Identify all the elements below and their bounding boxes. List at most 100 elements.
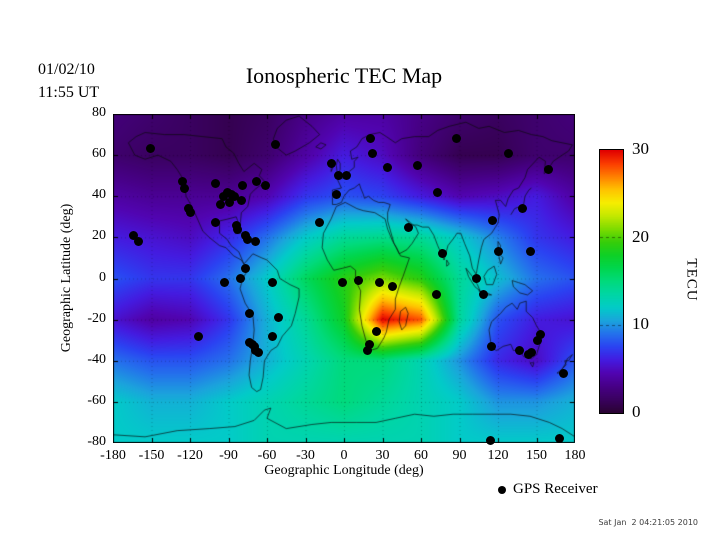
page-title: Ionospheric TEC Map — [245, 63, 443, 88]
generation-timestamp: Sat Jan 2 04:21:05 2010 — [598, 518, 698, 527]
gps-receiver-dot — [267, 331, 277, 341]
gps-receiver-dot — [412, 160, 422, 170]
gps-receiver-legend-label: GPS Receiver — [513, 481, 598, 497]
gps-receiver-dot — [342, 171, 352, 181]
x-tick-label: -60 — [257, 448, 277, 463]
colorbar — [599, 149, 624, 414]
gps-receiver-dot — [452, 134, 462, 144]
gps-receiver-dot — [315, 218, 325, 228]
gps-receiver-dot — [503, 148, 513, 158]
gps-receiver-dot — [362, 345, 372, 355]
gps-receiver-dot — [433, 187, 443, 197]
x-tick-label: -150 — [138, 448, 165, 463]
y-tick-label: 0 — [99, 269, 106, 285]
gps-receiver-dot — [438, 249, 448, 259]
gps-receiver-dot — [267, 278, 277, 288]
gps-receiver-dot — [326, 158, 336, 168]
gps-receiver-dot — [261, 181, 271, 191]
x-tick-label: -30 — [296, 448, 315, 463]
gps-receiver-dot — [334, 171, 344, 181]
gps-receiver-dot — [525, 247, 535, 257]
x-tick-label: 120 — [487, 448, 509, 463]
x-tick-label: -120 — [177, 448, 203, 463]
x-tick-label: -90 — [219, 448, 238, 463]
gps-receiver-dot — [383, 162, 393, 172]
gps-receiver-dot — [375, 278, 385, 288]
gps-receiver-dot — [526, 348, 536, 358]
observation-date: 01/02/10 — [38, 61, 95, 78]
observation-time: 11:55 UT — [38, 84, 100, 101]
gps-receiver-dot — [371, 327, 381, 337]
gps-receiver-dot — [353, 276, 363, 286]
gps-receiver-legend: GPS Receiver — [498, 481, 598, 498]
gps-receiver-dot — [226, 189, 236, 199]
x-tick-label: 30 — [375, 448, 390, 463]
x-tick-label: 0 — [340, 448, 348, 463]
colorbar-tick-label: 30 — [632, 139, 649, 158]
gps-receiver-dot — [431, 290, 441, 300]
y-tick-label: 20 — [92, 228, 106, 244]
gps-receiver-dot — [365, 339, 375, 349]
gps-receiver-dot — [243, 234, 253, 244]
gps-receiver-dot — [535, 329, 545, 339]
gps-receiver-dot — [274, 313, 284, 323]
gps-receiver-dot — [129, 230, 139, 240]
y-tick-label: 60 — [92, 146, 106, 162]
gps-receiver-dot — [235, 274, 245, 283]
gps-receiver-dot — [145, 144, 155, 154]
y-tick-label: -20 — [87, 310, 106, 326]
gps-receiver-dot — [250, 236, 260, 246]
gps-receiver-dot — [244, 308, 254, 318]
y-tick-label: -40 — [87, 351, 106, 367]
y-tick-label: -60 — [87, 392, 106, 408]
gps-receiver-dot — [211, 218, 221, 228]
gps-receiver-dot — [479, 290, 489, 300]
gps-receiver-dot — [225, 197, 235, 207]
colorbar-tick-label: 10 — [632, 314, 649, 334]
gps-receiver-dot — [194, 331, 204, 341]
y-axis-title: Geographic Latitude (deg) — [59, 203, 74, 353]
colorbar-units-label: TECU — [683, 258, 700, 302]
gps-receiver-dot — [253, 348, 263, 358]
x-tick-label: 180 — [564, 448, 586, 463]
gps-receiver-dot — [238, 181, 248, 191]
x-tick-label: 150 — [526, 448, 547, 463]
y-tick-label: -80 — [87, 434, 106, 449]
colorbar-tick-label: 0 — [632, 402, 641, 421]
x-tick-label: 60 — [414, 448, 428, 463]
gps-receiver-dot — [487, 341, 497, 351]
gps-receiver-dot — [543, 165, 553, 175]
gps-receiver-dot — [366, 134, 376, 144]
gps-receiver-dot — [271, 140, 281, 150]
x-tick-label: 90 — [452, 448, 467, 463]
gps-receiver-dot — [471, 274, 481, 283]
gps-receiver-dot — [403, 222, 413, 232]
gps-receiver-dot — [338, 278, 348, 288]
gps-receiver-dot — [211, 179, 221, 189]
observation-datetime: 01/02/10 11:55 UT — [38, 58, 99, 104]
gps-receiver-dot — [180, 183, 190, 193]
y-tick-label: 40 — [92, 187, 106, 203]
gps-receiver-dot — [218, 191, 228, 201]
x-axis-title: Geographic Longitude (deg) — [264, 463, 424, 478]
gps-receiver-dot — [485, 436, 495, 446]
gps-receiver-dot — [558, 368, 568, 378]
x-tick-label: -180 — [100, 448, 126, 463]
gps-receiver-dot — [533, 335, 543, 345]
gps-receiver-dot — [367, 148, 377, 158]
gps-receiver-dot — [134, 236, 144, 246]
gps-receiver-dot — [216, 199, 226, 209]
y-tick-label: 80 — [92, 105, 106, 120]
gps-receiver-dot — [493, 247, 503, 257]
gps-receiver-dot — [177, 177, 187, 187]
gps-receiver-dot — [220, 278, 230, 288]
gps-receiver-dot — [517, 204, 527, 214]
gps-receiver-dot — [185, 208, 195, 218]
gps-receiver-dot — [232, 224, 242, 234]
gps-receiver-dot — [488, 216, 498, 226]
colorbar-gradient-canvas — [600, 150, 623, 413]
gps-receiver-dot — [388, 282, 398, 292]
colorbar-tick-label: 20 — [632, 226, 649, 246]
gps-receiver-legend-dot-icon — [498, 485, 506, 494]
